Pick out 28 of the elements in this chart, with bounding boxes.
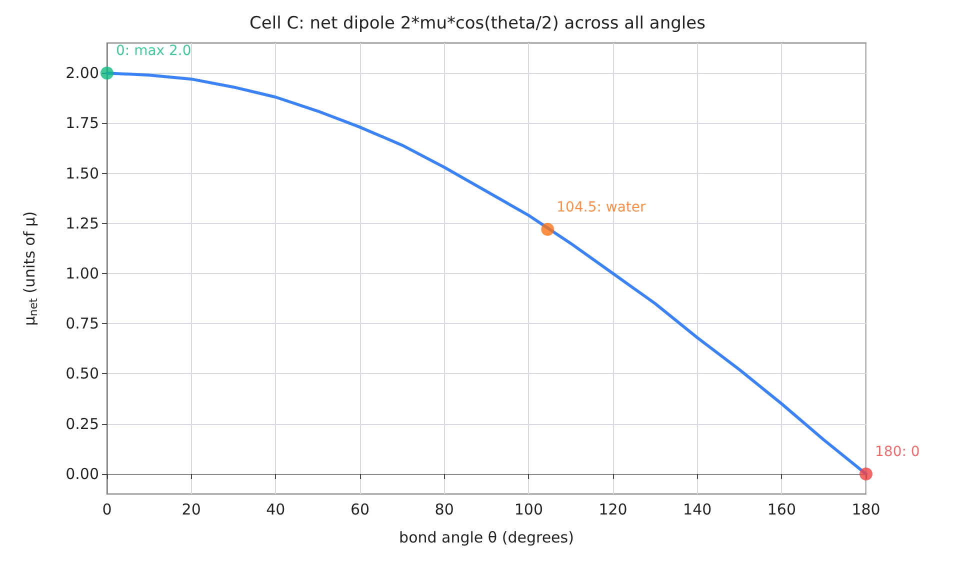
x-tick-label: 40 [266,500,286,518]
chart-title: Cell C: net dipole 2*mu*cos(theta/2) across all angles [250,14,706,34]
y-tick-label: 1.75 [66,114,99,132]
y-tick-label: 1.25 [66,214,99,232]
x-tick-label: 180 [852,500,880,518]
x-tick-label: 80 [434,500,454,518]
y-tick-label: 1.00 [66,264,99,283]
x-tick-label: 120 [598,500,628,518]
y-axis-title: μnet (units of μ) [20,211,40,326]
annotation: 0: max 2.0 [116,43,192,60]
point [100,66,114,80]
x-tick-label: 0 [102,500,112,518]
x-tick-label: 20 [182,500,201,518]
y-tick-label: 0.75 [66,314,99,333]
x-tick-label: 140 [683,500,712,518]
y-tick-label: 1.50 [66,164,99,182]
point [860,467,872,480]
y-tick-label: 2.00 [66,64,99,82]
x-tick-label: 160 [767,500,796,518]
x-tick-label: 100 [514,500,543,518]
y-tick-label: 0.00 [66,464,99,483]
x-tick-label: 60 [350,500,370,518]
point [541,222,554,236]
annotation: 104.5: water [556,199,646,216]
y-tick-label: 0.50 [66,364,99,383]
x-axis-title: bond angle θ (degrees) [399,528,574,546]
y-tick-label: 0.25 [66,414,99,433]
annotation: 180: 0 [875,444,920,460]
